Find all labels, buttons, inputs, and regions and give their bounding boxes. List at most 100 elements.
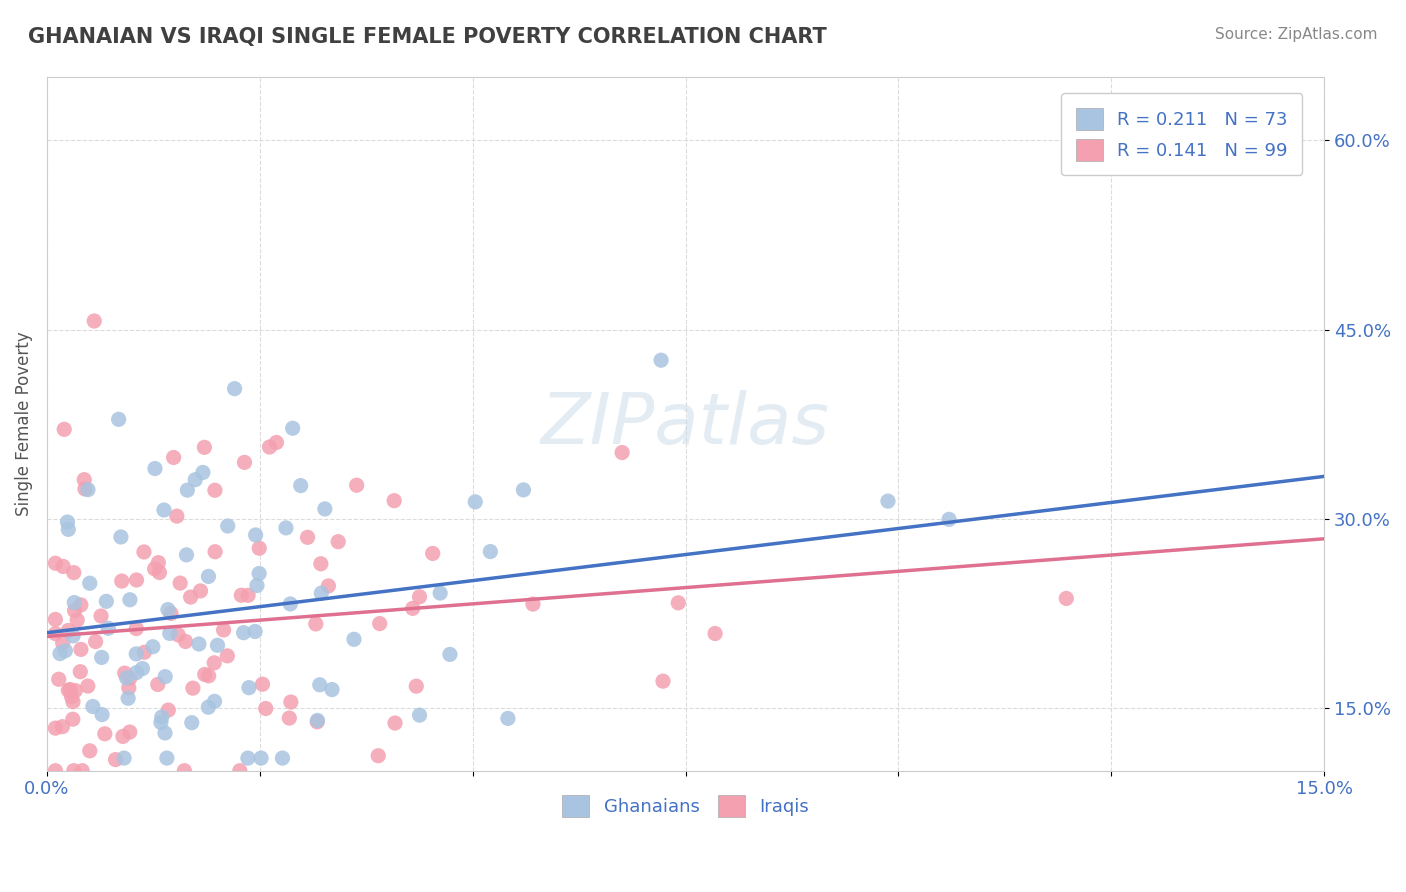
Point: [217, 519, 239, 533]
Point: [79, 744, 101, 758]
Point: [408, 590, 430, 604]
Point: [610, 445, 633, 459]
Point: [197, 700, 219, 714]
Point: [44, 764, 66, 778]
Point: [266, 435, 288, 450]
Point: [44, 556, 66, 570]
Point: [159, 626, 181, 640]
Point: [204, 545, 226, 559]
Point: [429, 586, 451, 600]
Point: [308, 678, 330, 692]
Point: [60, 690, 83, 704]
Point: [51, 720, 73, 734]
Point: [305, 616, 328, 631]
Point: [55, 643, 77, 657]
Point: [479, 544, 502, 558]
Point: [62, 764, 84, 778]
Point: [112, 751, 135, 765]
Point: [190, 583, 212, 598]
Point: [114, 666, 136, 681]
Point: [173, 764, 195, 778]
Point: [652, 674, 675, 689]
Point: [307, 714, 329, 729]
Legend: Ghanaians, Iraqis: Ghanaians, Iraqis: [555, 788, 815, 824]
Point: [169, 576, 191, 591]
Point: [246, 578, 269, 592]
Point: [187, 637, 209, 651]
Point: [150, 710, 173, 724]
Point: [96, 594, 118, 608]
Point: [271, 751, 294, 765]
Point: [402, 601, 425, 615]
Point: [143, 461, 166, 475]
Point: [274, 521, 297, 535]
Point: [77, 483, 100, 497]
Point: [278, 711, 301, 725]
Point: [156, 602, 179, 616]
Point: [125, 665, 148, 680]
Point: [118, 672, 141, 686]
Point: [346, 478, 368, 492]
Point: [254, 701, 277, 715]
Point: [52, 636, 75, 650]
Point: [321, 682, 343, 697]
Point: [496, 711, 519, 725]
Point: [704, 626, 727, 640]
Point: [207, 638, 229, 652]
Point: [938, 512, 960, 526]
Point: [115, 671, 138, 685]
Point: [259, 440, 281, 454]
Point: [343, 632, 366, 647]
Point: [48, 672, 70, 686]
Point: [233, 455, 256, 469]
Point: [384, 716, 406, 731]
Point: [311, 586, 333, 600]
Point: [63, 596, 86, 610]
Point: [49, 647, 72, 661]
Point: [132, 545, 155, 559]
Point: [66, 613, 89, 627]
Point: [59, 682, 82, 697]
Point: [70, 642, 93, 657]
Point: [97, 621, 120, 635]
Point: [156, 751, 179, 765]
Point: [666, 596, 689, 610]
Point: [247, 566, 270, 581]
Point: [204, 483, 226, 498]
Point: [368, 616, 391, 631]
Point: [149, 715, 172, 730]
Point: [52, 559, 75, 574]
Point: [245, 528, 267, 542]
Point: [146, 677, 169, 691]
Point: [107, 412, 129, 426]
Point: [56, 515, 79, 529]
Point: [197, 669, 219, 683]
Point: [236, 588, 259, 602]
Point: [280, 695, 302, 709]
Point: [278, 597, 301, 611]
Point: [212, 623, 235, 637]
Point: [82, 699, 104, 714]
Point: [181, 681, 204, 695]
Point: [204, 694, 226, 708]
Point: [197, 569, 219, 583]
Point: [191, 466, 214, 480]
Point: [464, 495, 486, 509]
Point: [83, 314, 105, 328]
Point: [202, 656, 225, 670]
Point: [290, 478, 312, 492]
Point: [118, 725, 141, 739]
Point: [84, 634, 107, 648]
Point: [174, 634, 197, 648]
Point: [62, 712, 84, 726]
Point: [65, 683, 87, 698]
Point: [111, 574, 134, 588]
Point: [90, 609, 112, 624]
Point: [176, 483, 198, 497]
Point: [44, 626, 66, 640]
Point: [232, 625, 254, 640]
Point: [76, 679, 98, 693]
Point: [193, 440, 215, 454]
Point: [439, 648, 461, 662]
Point: [70, 764, 93, 778]
